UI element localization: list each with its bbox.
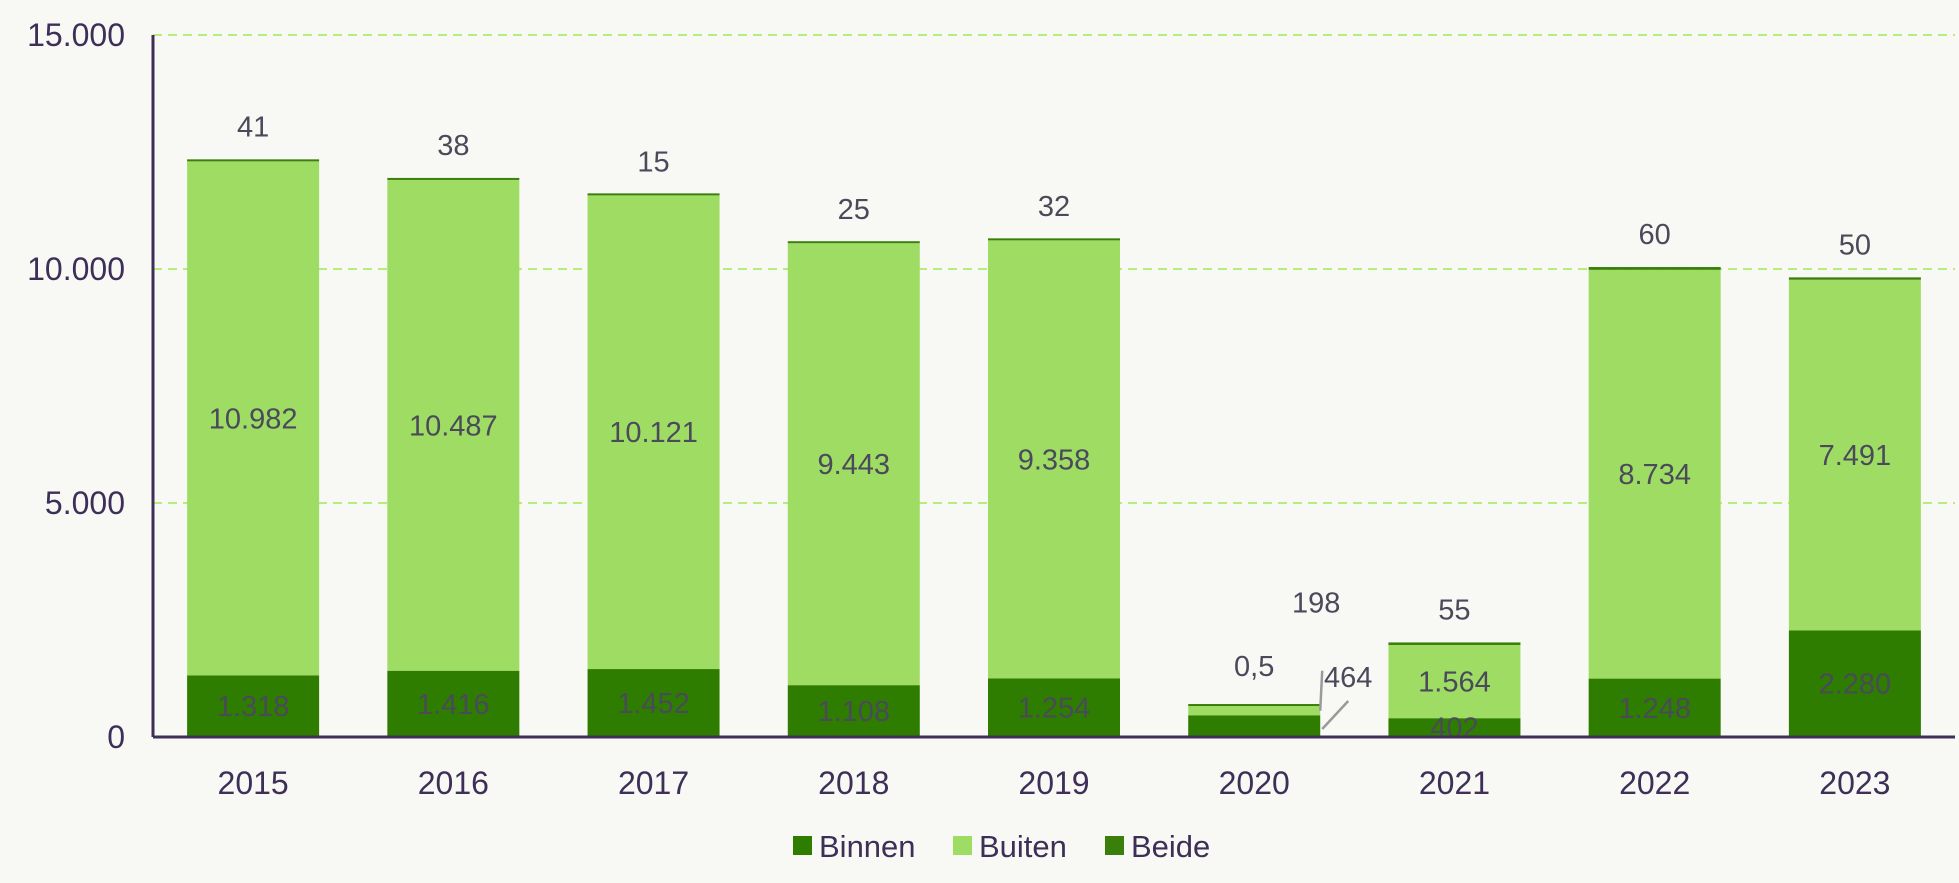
x-tick-label: 2021: [1419, 765, 1490, 801]
bar-segment-buiten: [1588, 269, 1721, 679]
data-label-buiten: 9.358: [1018, 444, 1091, 476]
x-tick-label: 2016: [418, 765, 489, 801]
bar-segment-binnen: [387, 670, 520, 737]
data-label-binnen: 2.280: [1819, 669, 1892, 701]
bar-segment-beide: [787, 241, 920, 244]
data-label-binnen: 1.108: [817, 696, 890, 728]
bar-segment-beide: [1188, 704, 1321, 707]
bar-segment-beide: [587, 193, 720, 196]
data-label-beide: 32: [1038, 191, 1070, 223]
data-label-buiten: 1.564: [1418, 667, 1491, 699]
bar-segment-buiten: [387, 179, 520, 671]
bar-segment-beide: [988, 238, 1120, 241]
data-label-buiten: 10.121: [609, 417, 698, 449]
legend-swatch-buiten: [953, 836, 972, 855]
bar-segment-buiten: [1388, 644, 1521, 719]
y-tick-label: 10.000: [27, 251, 125, 287]
bar-segment-buiten: [1788, 279, 1921, 631]
data-label-beide: 38: [437, 130, 469, 162]
bar-segment-beide: [1388, 642, 1521, 645]
legend-swatch-binnen: [793, 836, 812, 855]
bar-segment-buiten: [787, 243, 920, 686]
y-tick-label: 0: [107, 719, 125, 755]
bar-segment-binnen: [1588, 678, 1721, 737]
bar-segment-buiten: [587, 195, 720, 670]
bar-segment-beide: [387, 177, 520, 180]
data-label-beide: 50: [1839, 229, 1871, 261]
legend-label-binnen: Binnen: [819, 829, 916, 864]
data-label-binnen: 1.248: [1618, 693, 1691, 725]
bar-segment-buiten: [1188, 706, 1321, 716]
data-label-buiten: 9.443: [817, 449, 890, 481]
data-label-binnen: 402: [1430, 713, 1478, 745]
x-tick-label: 2017: [618, 765, 689, 801]
data-label-binnen: 464: [1324, 662, 1372, 694]
bar-segment-buiten: [187, 161, 320, 676]
x-tick-label: 2015: [218, 765, 289, 801]
data-label-buiten: 8.734: [1618, 459, 1691, 491]
legend-label-beide: Beide: [1131, 829, 1210, 864]
y-tick-label: 15.000: [27, 17, 125, 53]
bar-segment-binnen: [1788, 630, 1921, 737]
data-label-beide: 25: [838, 194, 870, 226]
data-label-beide: 55: [1438, 594, 1470, 626]
y-tick-label: 5.000: [45, 485, 125, 521]
x-tick-label: 2018: [818, 765, 889, 801]
bar-segment-binnen: [1388, 718, 1521, 737]
data-label-binnen: 1.416: [417, 689, 490, 721]
leader-line: [1318, 670, 1324, 711]
bar-segment-buiten: [988, 240, 1120, 679]
legend-label-buiten: Buiten: [979, 829, 1067, 864]
bar-segment-binnen: [988, 678, 1120, 737]
data-label-beide: 60: [1639, 219, 1671, 251]
data-label-buiten: 7.491: [1819, 440, 1892, 472]
leader-line: [1321, 700, 1350, 730]
x-tick-label: 2023: [1819, 765, 1890, 801]
data-label-buiten: 198: [1292, 588, 1340, 620]
x-tick-label: 2020: [1219, 765, 1290, 801]
data-label-beide: 41: [237, 111, 269, 143]
data-label-binnen: 1.254: [1018, 693, 1091, 725]
data-label-binnen: 1.452: [617, 688, 690, 720]
bar-segment-beide: [1788, 277, 1921, 280]
bar-segment-binnen: [587, 669, 720, 737]
bar-segment-binnen: [787, 685, 920, 737]
legend-swatch-beide: [1105, 836, 1124, 855]
x-tick-label: 2022: [1619, 765, 1690, 801]
bar-segment-binnen: [1188, 715, 1321, 737]
data-label-buiten: 10.982: [209, 403, 298, 435]
data-label-buiten: 10.487: [409, 410, 498, 442]
bar-segment-beide: [1588, 267, 1721, 270]
x-tick-label: 2019: [1018, 765, 1089, 801]
bar-segment-beide: [187, 159, 320, 162]
data-label-binnen: 1.318: [217, 691, 290, 723]
data-label-beide: 0,5: [1234, 651, 1274, 683]
bar-segment-binnen: [187, 675, 320, 737]
data-label-beide: 15: [637, 147, 669, 179]
